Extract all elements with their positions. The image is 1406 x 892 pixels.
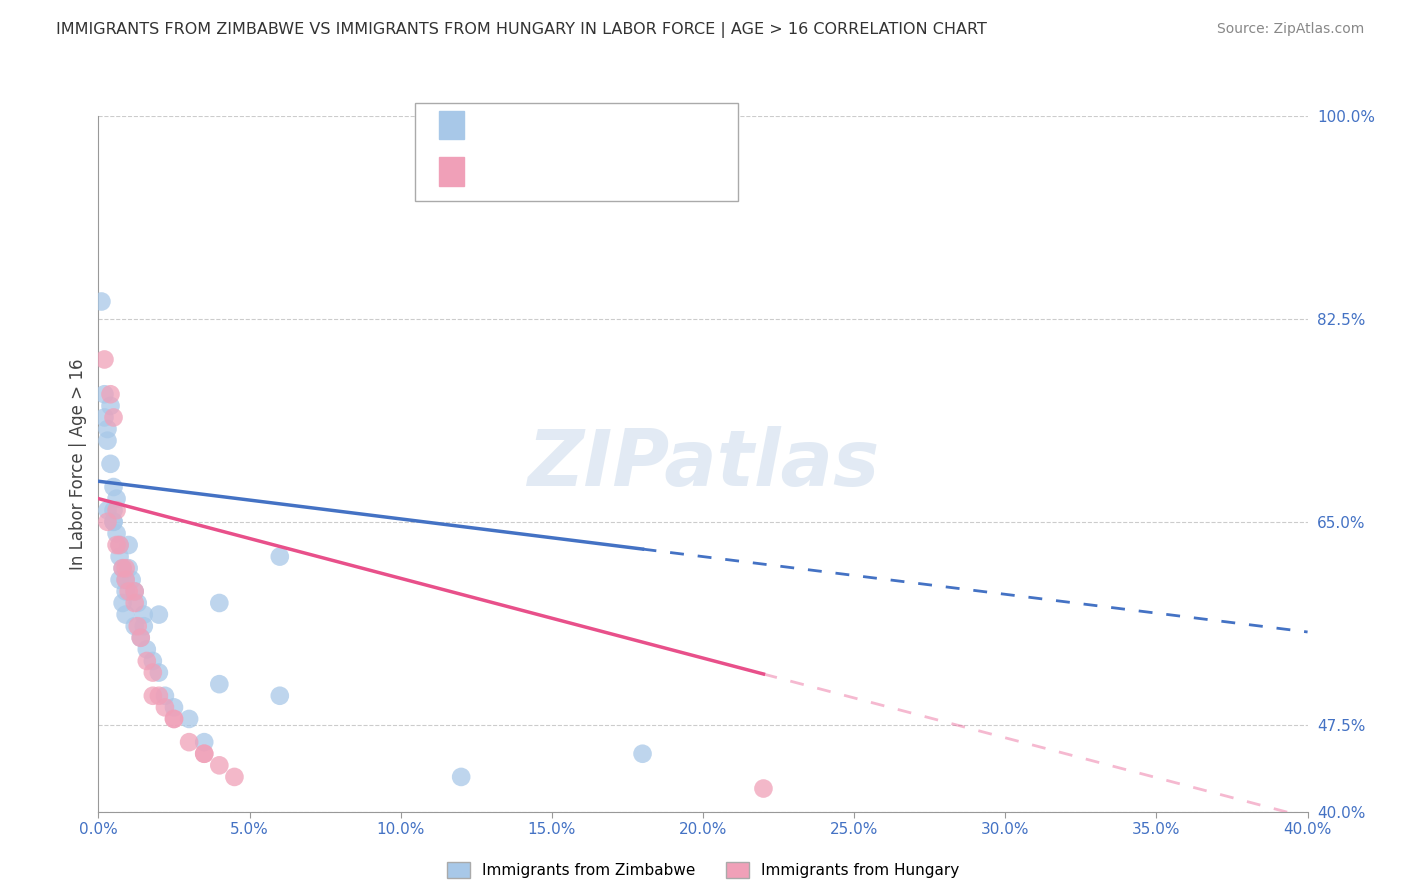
Point: [108, 573, 131, 587]
Point: [105, 503, 128, 517]
Point: [269, 549, 291, 564]
Point: [93, 410, 115, 425]
Point: [153, 700, 176, 714]
Point: [142, 689, 165, 703]
Point: [193, 747, 215, 761]
Point: [132, 619, 155, 633]
Point: [96, 434, 118, 448]
Point: [208, 758, 231, 772]
Point: [208, 596, 231, 610]
Point: [111, 561, 134, 575]
Point: [129, 631, 152, 645]
Point: [163, 712, 186, 726]
Point: [100, 457, 122, 471]
Point: [114, 573, 136, 587]
Point: [90, 294, 112, 309]
Point: [135, 642, 157, 657]
Point: [96, 503, 118, 517]
Text: 28: 28: [624, 164, 645, 178]
Point: [124, 584, 146, 599]
Point: [103, 503, 125, 517]
Text: 45: 45: [624, 118, 645, 132]
Point: [114, 573, 136, 587]
Point: [93, 387, 115, 401]
Point: [96, 515, 118, 529]
Legend: Immigrants from Zimbabwe, Immigrants from Hungary: Immigrants from Zimbabwe, Immigrants fro…: [440, 856, 966, 884]
Text: IMMIGRANTS FROM ZIMBABWE VS IMMIGRANTS FROM HUNGARY IN LABOR FORCE | AGE > 16 CO: IMMIGRANTS FROM ZIMBABWE VS IMMIGRANTS F…: [56, 22, 987, 38]
Point: [108, 538, 131, 552]
Point: [111, 596, 134, 610]
Point: [752, 781, 775, 796]
Point: [224, 770, 246, 784]
Point: [108, 549, 131, 564]
Point: [121, 573, 143, 587]
Point: [103, 480, 125, 494]
Point: [142, 665, 165, 680]
Text: N =: N =: [582, 164, 630, 178]
Text: ZIPatlas: ZIPatlas: [527, 425, 879, 502]
Text: -0.214: -0.214: [517, 118, 572, 132]
Point: [127, 619, 149, 633]
Point: [631, 747, 654, 761]
Point: [132, 607, 155, 622]
Point: [100, 399, 122, 413]
Point: [163, 700, 186, 714]
Point: [103, 515, 125, 529]
Point: [118, 561, 141, 575]
Point: [108, 538, 131, 552]
Point: [179, 735, 201, 749]
Text: R =: R =: [481, 164, 515, 178]
Point: [100, 387, 122, 401]
Point: [153, 689, 176, 703]
Point: [114, 561, 136, 575]
Point: [142, 654, 165, 668]
Point: [124, 619, 146, 633]
Point: [148, 607, 170, 622]
Point: [127, 596, 149, 610]
Point: [135, 654, 157, 668]
Point: [179, 712, 201, 726]
Point: [103, 410, 125, 425]
Point: [96, 422, 118, 436]
Point: [129, 631, 152, 645]
Point: [163, 712, 186, 726]
Text: N =: N =: [582, 118, 630, 132]
Text: -0.517: -0.517: [517, 164, 572, 178]
Point: [193, 735, 215, 749]
Point: [269, 689, 291, 703]
Point: [118, 538, 141, 552]
Point: [193, 747, 215, 761]
Point: [103, 515, 125, 529]
Point: [114, 584, 136, 599]
Point: [124, 596, 146, 610]
Point: [105, 491, 128, 506]
Point: [105, 526, 128, 541]
Point: [450, 770, 472, 784]
Point: [111, 561, 134, 575]
Text: Source: ZipAtlas.com: Source: ZipAtlas.com: [1216, 22, 1364, 37]
Point: [148, 665, 170, 680]
Point: [93, 352, 115, 367]
Point: [124, 584, 146, 599]
Y-axis label: In Labor Force | Age > 16: In Labor Force | Age > 16: [69, 358, 87, 570]
Point: [208, 677, 231, 691]
Point: [148, 689, 170, 703]
Text: R =: R =: [481, 118, 515, 132]
Point: [105, 538, 128, 552]
Point: [118, 584, 141, 599]
Point: [114, 607, 136, 622]
